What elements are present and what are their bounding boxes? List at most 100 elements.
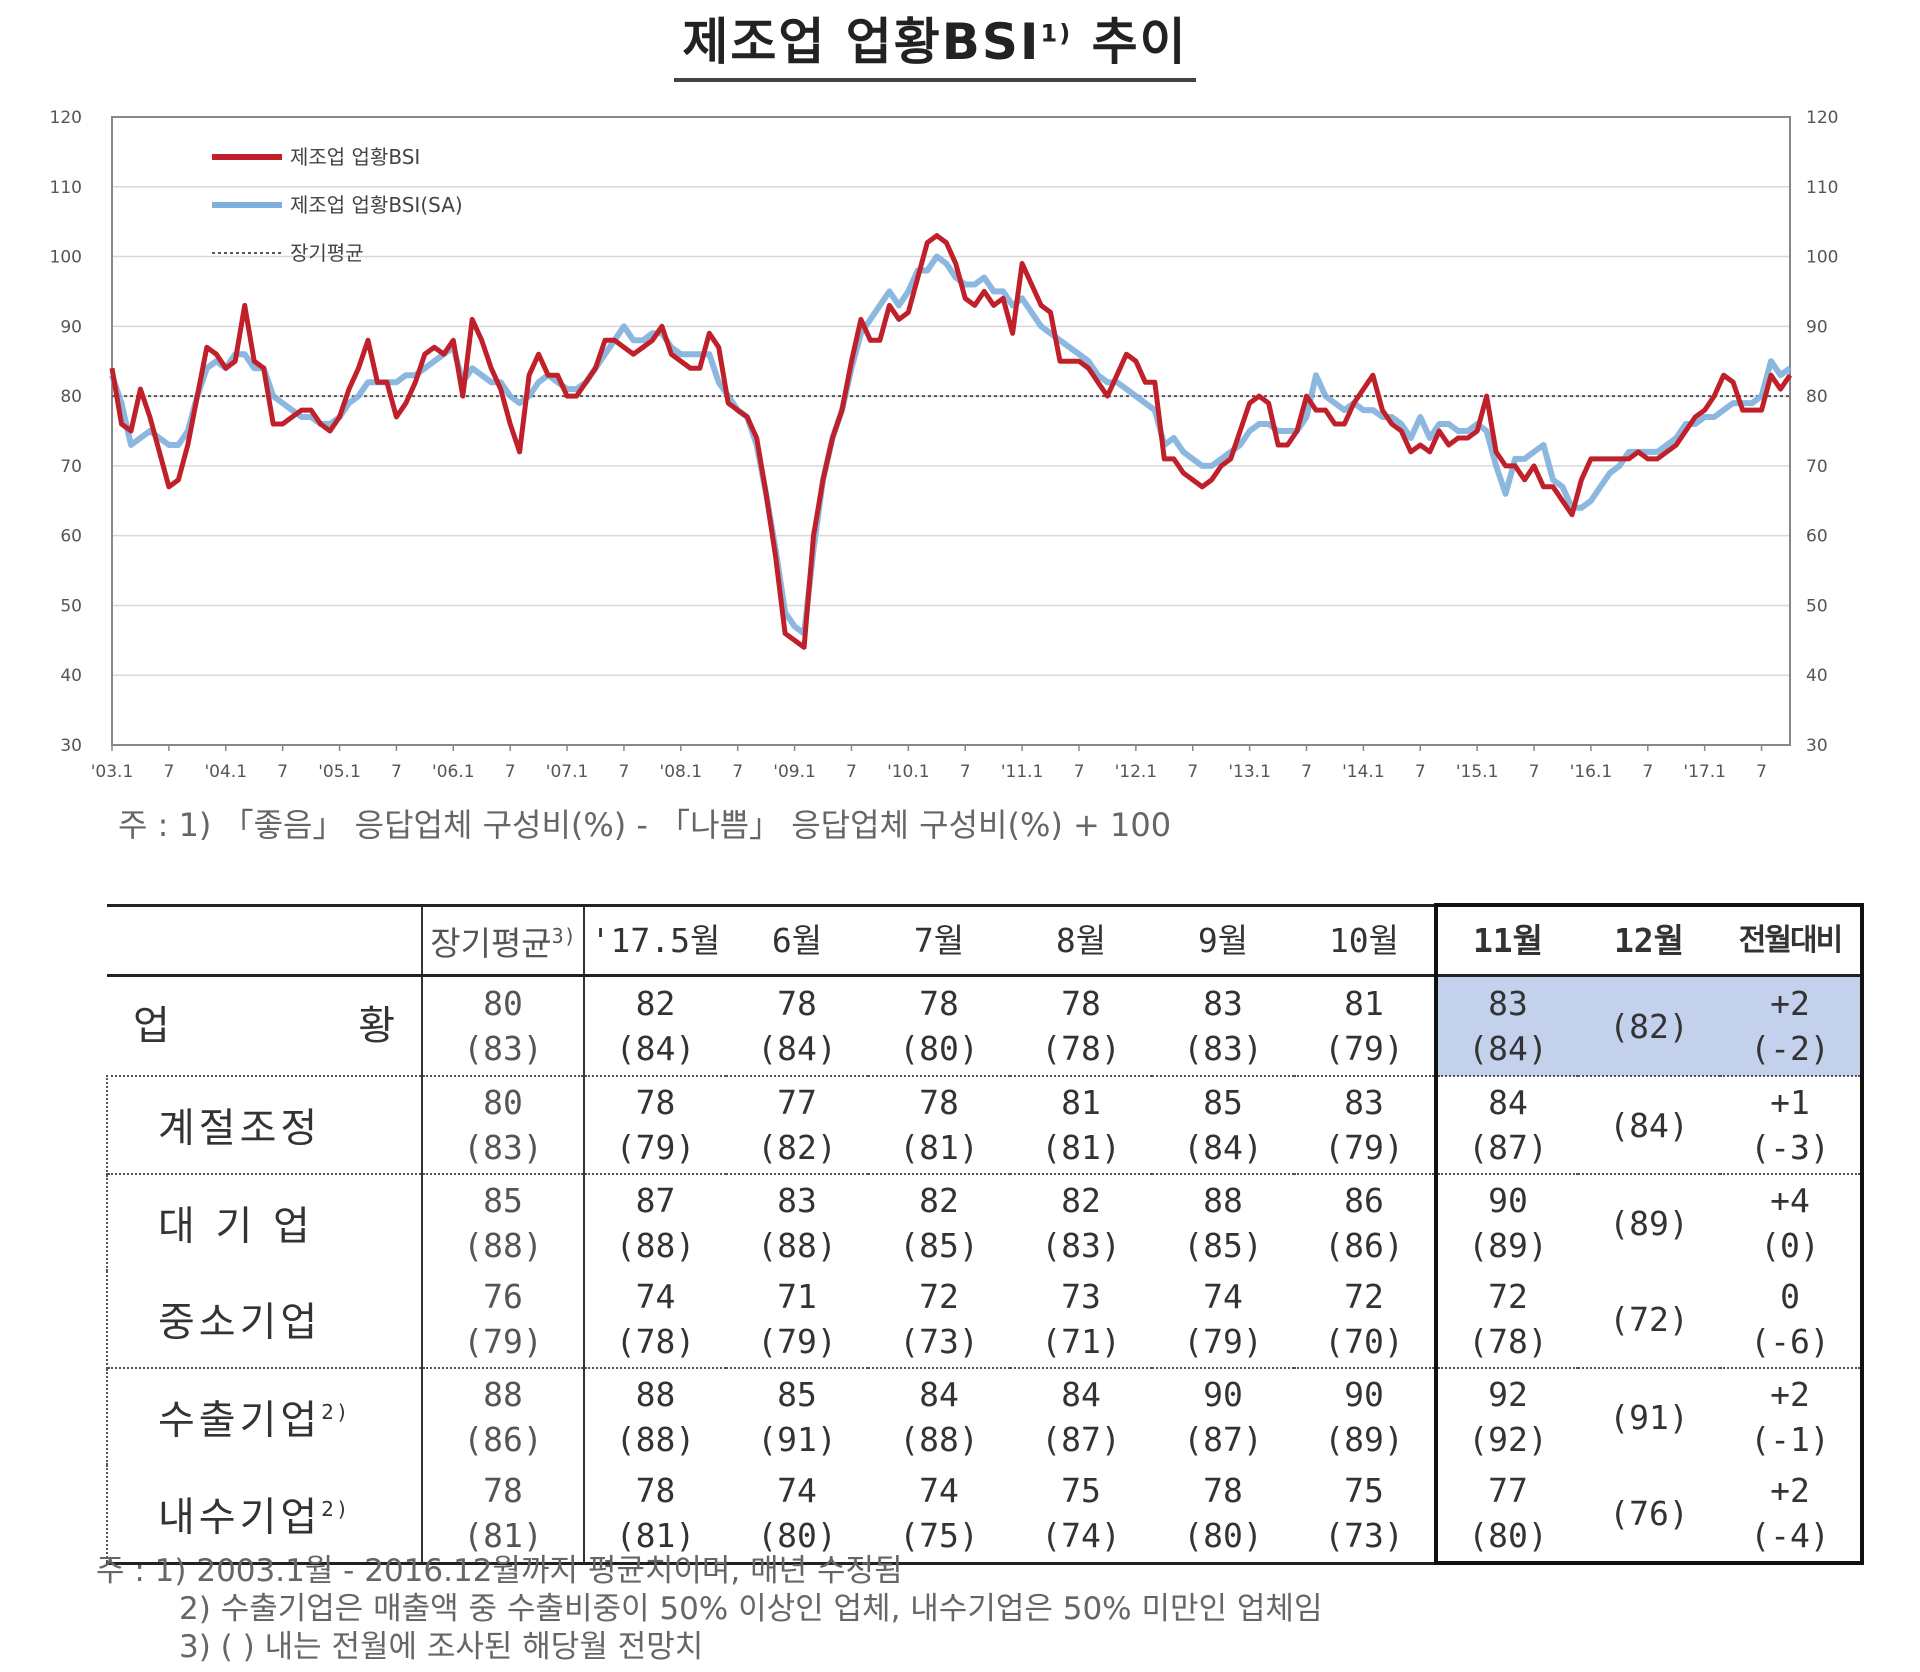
cell-forecast: (0) [1760,1226,1820,1265]
row-label: 대 기 업 [106,1173,422,1271]
cell-forecast: (78) [1468,1322,1548,1361]
change-cell: +2 (-1) [1720,1367,1864,1465]
header-cell: 11월 [1434,903,1578,977]
change-cell: +2 (-2) [1720,975,1864,1076]
x-tick-label: 7 [277,762,288,782]
cell-forecast: (84) [1609,1105,1689,1145]
header-cell: 10월 [1294,903,1436,977]
cell-value: 86 [1344,1181,1384,1220]
month-cell: 82 (84) [584,976,726,1077]
cell-value: 84 [919,1375,959,1414]
series-group [109,233,1793,650]
month-cell: 83 (79) [1294,1075,1436,1174]
header-cell: '17.5월 [584,903,726,977]
month-cell: 85 (91) [726,1367,868,1465]
cell-value: 85 [777,1375,817,1414]
cell-forecast: (70) [1324,1322,1404,1361]
y-tick-label: 40 [60,666,82,686]
cell-forecast: (79) [757,1322,837,1361]
cell-value: 82 [919,1181,959,1220]
cell-value: 82 [1061,1181,1101,1220]
cell-value: 85 [1203,1083,1243,1122]
change-cell: 0 (-6) [1720,1271,1864,1368]
title-sup: 1) [1040,19,1073,48]
footnote-3: 3) ( ) 내는 전월에 조사된 해당월 전망치 [179,1629,704,1665]
cell-value: 82 [635,984,676,1023]
cell-value: 81 [1344,984,1384,1023]
change-cell: +1 (-3) [1720,1075,1864,1174]
cell-value: 75 [1344,1471,1384,1511]
cell-forecast: (81) [615,1516,696,1556]
cell-forecast: (81) [899,1128,979,1167]
cell-forecast: (79) [463,1322,543,1361]
x-tick-label: 7 [505,762,516,782]
series-line-bsi-sa [109,253,1792,637]
cell-value: 78 [635,1471,676,1511]
title-main: 제조업 업황BSI [682,13,1041,71]
month-cell: 88 (88) [584,1367,726,1465]
avg-cell: 85 (88) [421,1173,585,1271]
cell-forecast: (78) [1041,1029,1121,1068]
cell-forecast: (79) [1324,1029,1404,1068]
y-tick-label: 50 [60,596,82,616]
cell-value: 78 [483,1471,523,1511]
y-tick-label: 70 [60,457,82,477]
x-tick-label: '09.1 [773,762,816,782]
x-tick-label: '08.1 [660,762,703,782]
cell-forecast: (83) [1041,1226,1121,1265]
table-row: 대 기 업 85 (88) 87 (88) 83 (88) 82 (85) 82 (83) 88 (85… [106,1173,1864,1271]
cell-value: 78 [1061,984,1101,1023]
legend-label: 제조업 업황BSI(SA) [290,193,463,217]
dec-cell: (89) [1578,1173,1720,1271]
cell-forecast: (73) [1324,1516,1404,1556]
month-cell: 90 (89) [1294,1367,1436,1465]
avg-cell: 80 (83) [421,1075,585,1174]
cell-forecast: (82) [757,1128,837,1167]
avg-cell: 88 (86) [421,1367,585,1465]
cell-forecast: (87) [1183,1420,1263,1459]
cell-forecast: (80) [1183,1516,1263,1556]
y-tick-label: 80 [1806,387,1828,407]
cell-forecast: (81) [1041,1128,1121,1167]
x-tick-label: 7 [732,762,743,782]
footnote-2: 2) 수출기업은 매출액 중 수출비중이 50% 이상인 업체, 내수기업은 5… [179,1591,1323,1627]
change-cell: +4 (0) [1720,1173,1864,1271]
x-tick-label: '11.1 [1001,762,1044,782]
cell-forecast: (84) [757,1029,837,1068]
month-cell: 82 (85) [868,1173,1010,1271]
dec-cell: (82) [1578,975,1720,1076]
month-cell: 78 (84) [726,976,868,1077]
x-tick-label: '04.1 [204,762,247,782]
cell-value: 88 [1203,1181,1243,1220]
y-tick-label: 100 [1806,248,1838,268]
x-tick-label: 7 [960,762,971,782]
table-row: 업 황 80 (83) 82 (84) 78 (84) 78 (80) 78 (78) 83 (83) 81… [107,974,1864,1077]
cell-forecast: (86) [1324,1226,1404,1265]
cell-value: 88 [483,1375,523,1414]
nov-cell: 77 (80) [1434,1465,1578,1565]
cell-forecast: (80) [899,1029,979,1068]
y-axis-left: 30 40 50 60 70 80 90 100 110 120 [50,108,82,756]
month-cell: 87 (88) [584,1173,726,1271]
row-label-sup: 2) [321,1496,350,1521]
cell-value: 74 [635,1277,676,1316]
cell-value: 72 [1488,1277,1528,1316]
x-axis: '03.1 7 '04.1 7 '05.1 7 '06.1 7 '07.1 7 '08.1 7 '09.… [91,745,1767,782]
cell-value: 83 [1203,984,1243,1023]
row-label: 내수기업2) [106,1465,422,1565]
cell-value: 90 [1488,1181,1528,1220]
cell-forecast: (92) [1468,1420,1548,1459]
cell-forecast: (71) [1041,1322,1121,1361]
month-cell: 85 (84) [1152,1075,1294,1174]
row-label-part: 업 [133,1002,170,1049]
cell-value: 71 [777,1277,817,1316]
month-cell: 81 (81) [1010,1075,1152,1174]
cell-value: 83 [1344,1083,1384,1122]
nov-cell: 84 (87) [1434,1075,1578,1174]
cell-forecast: (89) [1324,1420,1404,1459]
cell-value: +2 [1770,1375,1810,1414]
cell-value: 83 [777,1181,817,1220]
x-tick-label: 7 [391,762,402,782]
y-tick-label: 60 [60,527,82,547]
